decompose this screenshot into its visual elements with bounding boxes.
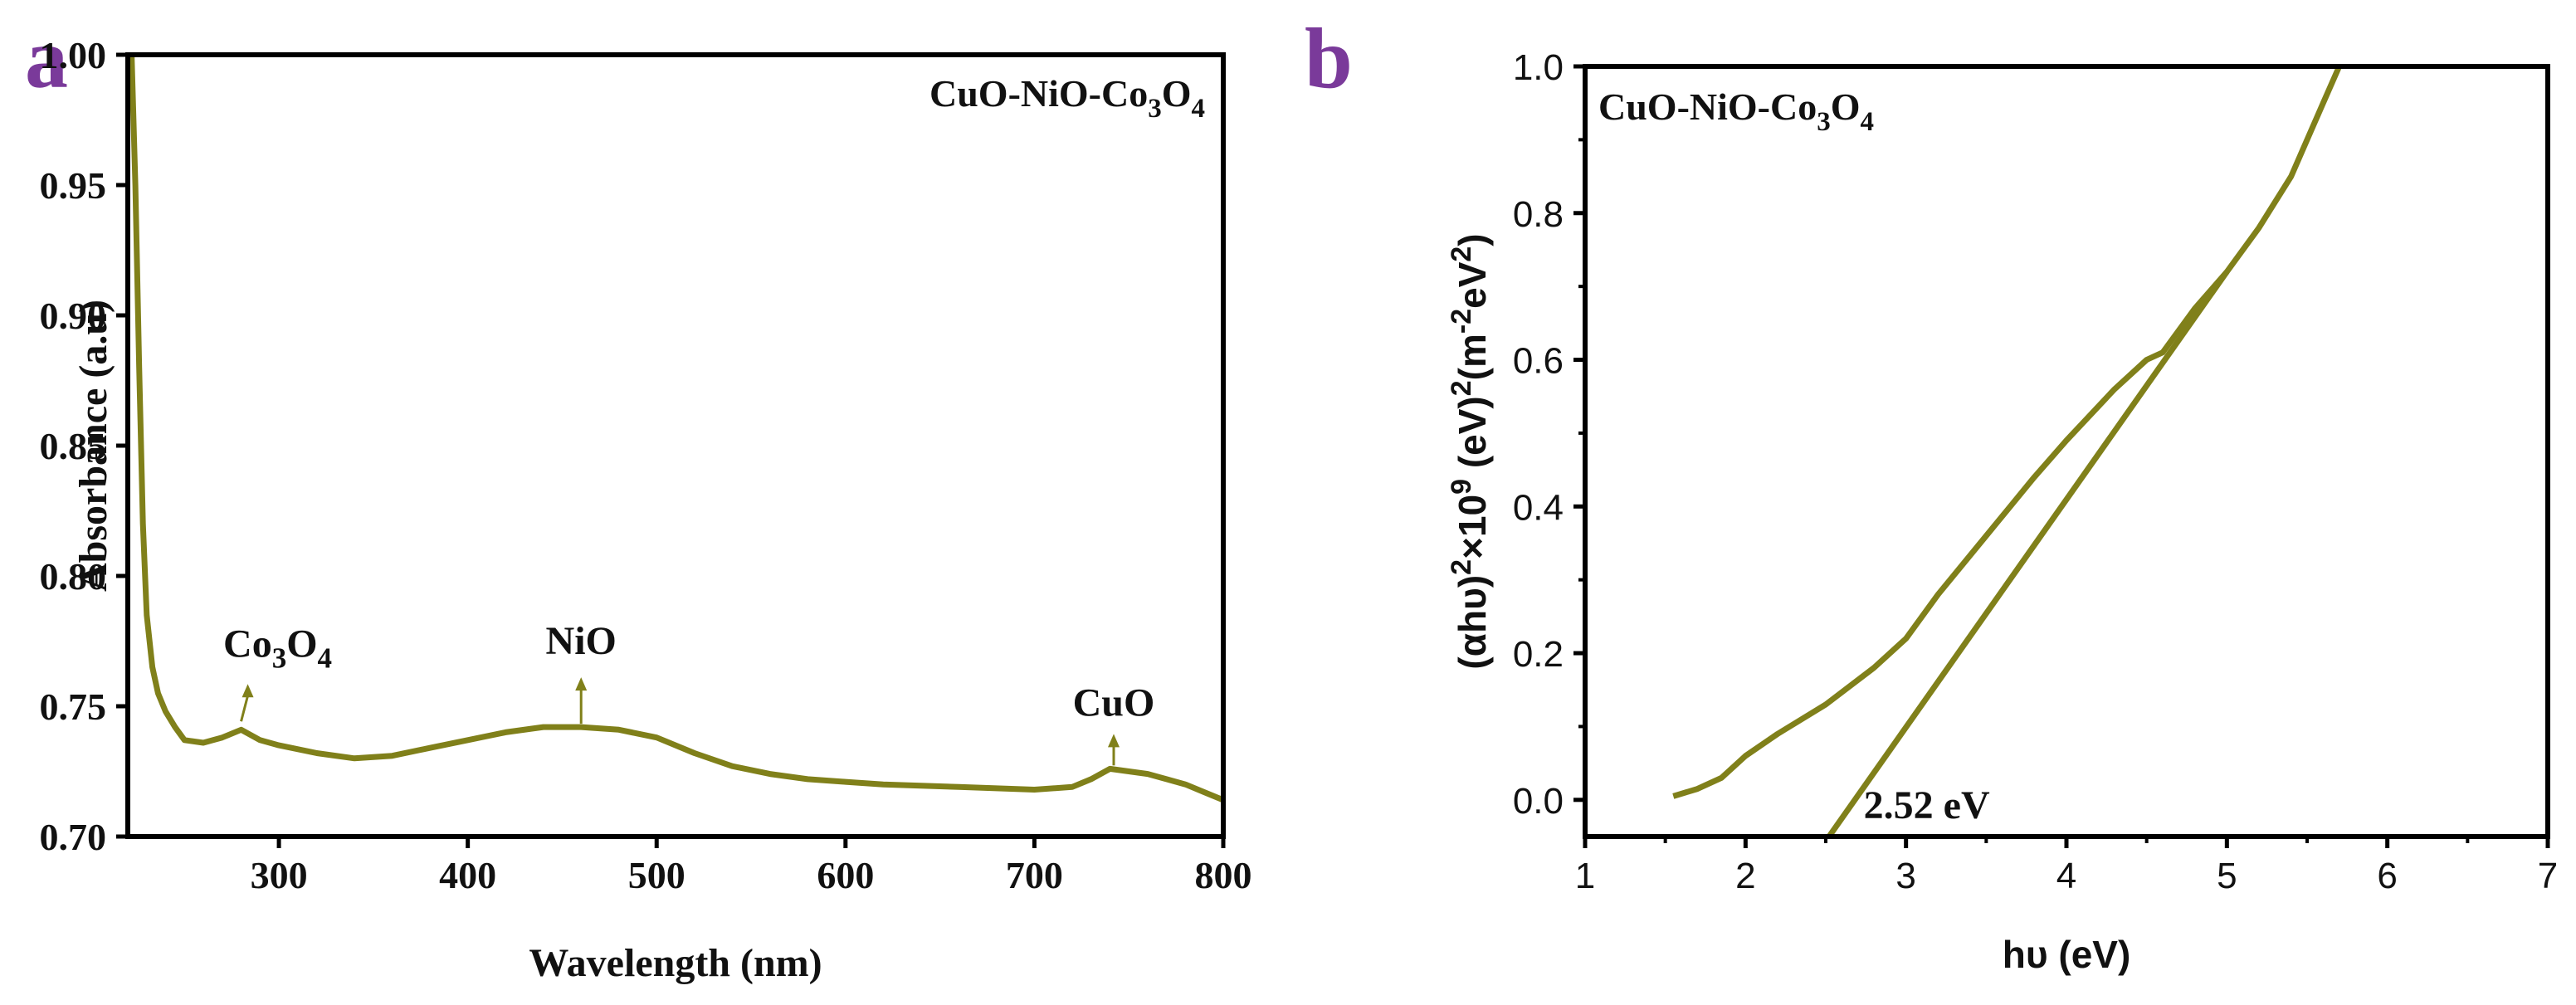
b-x-tick-label: 7 [2538,856,2558,896]
a-y-tick-label: 0.90 [40,295,107,337]
annotation-arrow-shaft [240,695,250,722]
b-y-tick-label: 0.2 [1513,634,1564,675]
a-x-tick-label: 800 [1195,854,1252,896]
tauc-curve [1672,65,2342,799]
b-x-tick-label: 2 [1735,856,1755,896]
panel-b-chart: 1 2 3 4 5 6 7 0.0 0.2 0.4 0.6 0.8 1.0 2.52 eV CuO-Ni… [1446,47,2558,976]
panel-b-y-axis-label: (αhυ)2×109 (eV)2(m-2eV2) [1446,233,1494,669]
b-x-tick-label: 5 [2217,856,2237,896]
panel-b-x-axis-label: hυ (eV) [2003,933,2131,976]
b-y-tick-label: 0.8 [1513,194,1564,235]
annotation-arrow-head [1108,734,1120,748]
panel-a-chart: 300 400 500 600 700 800 0.70 0.75 0.80 0.85 0.90 0.… [40,34,1252,985]
a-x-tick-label: 700 [1006,854,1063,896]
annotation-arrow-head [242,684,254,698]
a-y-tick-label: 0.85 [40,425,107,467]
annotation-label: Co3O4 [223,622,332,674]
a-x-tick-label: 500 [628,854,685,896]
a-y-tick-label: 0.95 [40,164,107,207]
panel-b-letter: b [1305,11,1353,106]
b-x-tick-label: 6 [2377,856,2397,896]
a-y-tick-label: 0.75 [40,685,107,728]
b-x-tick-label: 4 [2056,856,2076,896]
panel-a-sample-label: CuO-NiO-Co3O4 [929,72,1205,124]
annotation-label: CuO [1073,681,1155,724]
a-x-tick-label: 300 [251,854,308,896]
panel-a-letter: a [25,11,68,106]
annotation-label: NiO [546,619,617,663]
b-x-tick-label: 1 [1575,856,1595,896]
b-y-tick-label: 0.6 [1513,341,1564,382]
b-y-tick-label: 0.4 [1513,487,1564,528]
bandgap-annotation: 2.52 eV [1864,783,1990,827]
a-x-tick-label: 400 [439,854,496,896]
panel-a-x-axis-label: Wavelength (nm) [529,941,822,985]
a-y-tick-label: 0.70 [40,816,107,858]
linear-fit-line [1827,270,2230,839]
b-y-tick-label: 1.0 [1513,47,1564,88]
a-x-tick-label: 600 [817,854,874,896]
panel-b-sample-label: CuO-NiO-Co3O4 [1598,85,1874,137]
a-y-tick-label: 1.00 [40,34,107,76]
b-x-tick-label: 3 [1895,856,1915,896]
a-y-tick-label: 0.80 [40,555,107,598]
panel-b-frame [1583,64,2550,839]
absorbance-curve [129,54,1225,803]
b-y-tick-label: 0.0 [1513,781,1564,822]
panel-a-y-axis-label: Absorbance (a.u) [71,300,115,592]
panel-a-frame [125,52,1226,839]
annotation-arrow-head [575,677,588,691]
